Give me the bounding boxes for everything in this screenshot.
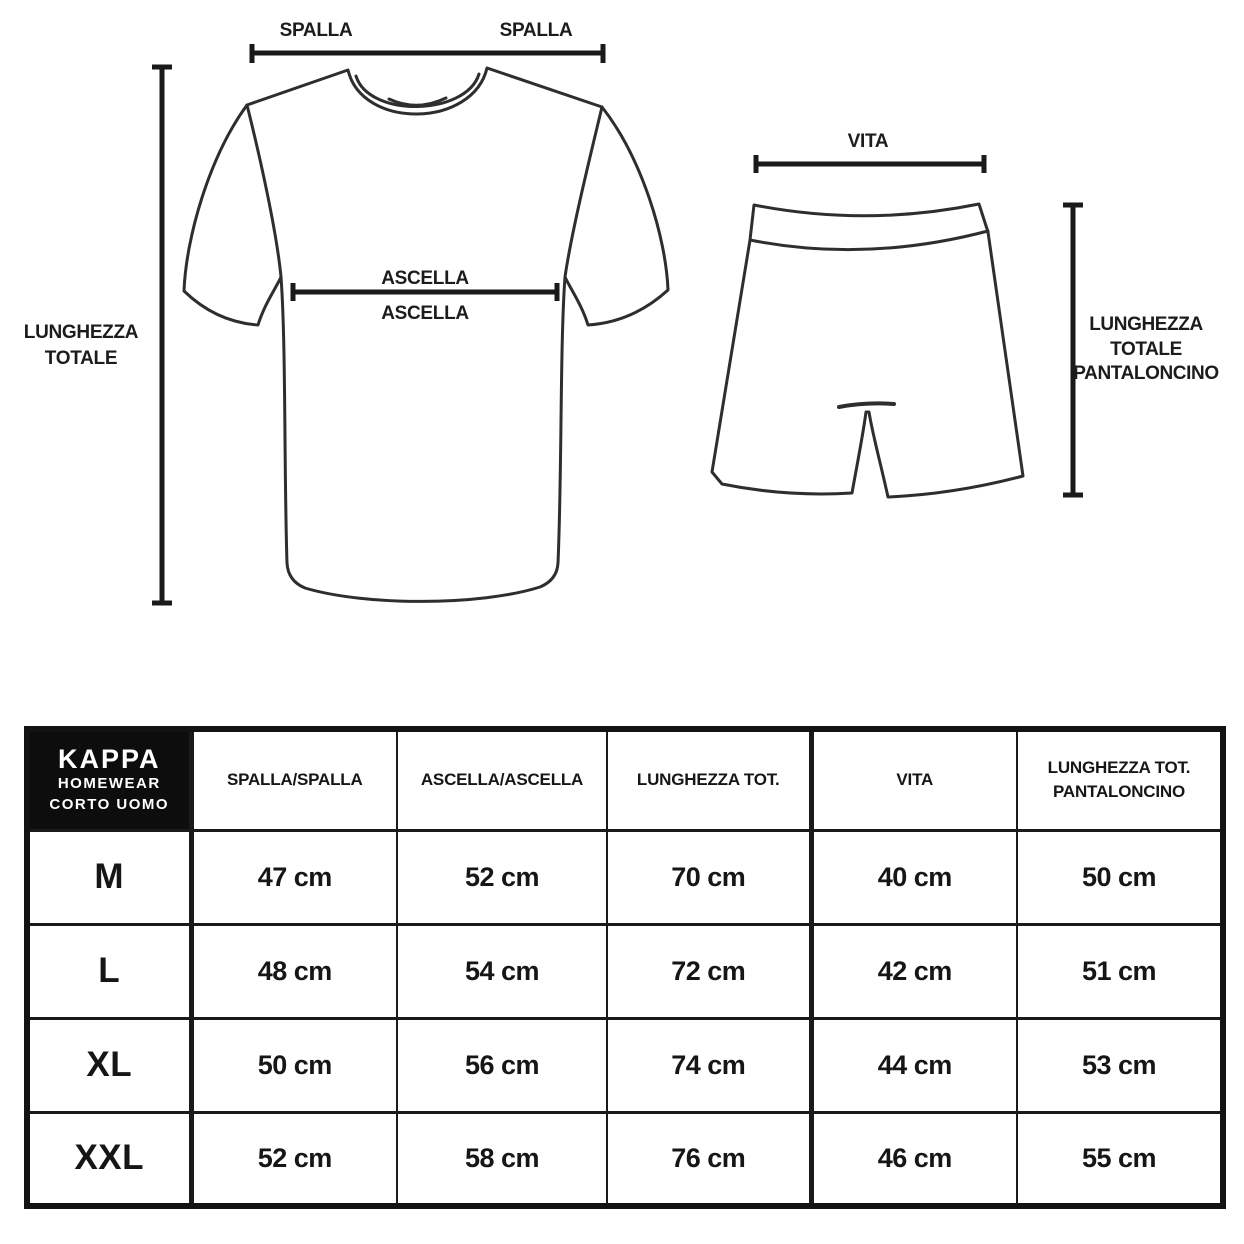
lunghezza-pantaloncino-measure-line	[1063, 202, 1083, 498]
value-cell: 50 cm	[190, 1016, 398, 1114]
brand-line-homewear: HOMEWEAR	[57, 775, 161, 793]
value-cell: 52 cm	[190, 1110, 398, 1208]
ascella-measure-line	[290, 283, 560, 301]
column-header-spalla: SPALLA/SPALLA	[190, 727, 398, 832]
spalla-right-label: SPALLA	[500, 20, 573, 41]
shorts-length-label-line2: TOTALE	[1110, 339, 1182, 360]
column-header-ascella: ASCELLA/ASCELLA	[396, 727, 608, 832]
value-cell: 74 cm	[606, 1016, 814, 1114]
shorts-length-label-line3: PANTALONCINO	[1073, 363, 1218, 384]
measurement-lines	[152, 44, 1083, 606]
vita-measure-line	[753, 155, 987, 173]
measurement-diagram: SPALLA SPALLA ASCELLA ASCELLA LUNGHEZZA …	[24, 20, 1219, 606]
brand-line-corto-uomo: CORTO UOMO	[49, 796, 170, 814]
tshirt-drawing	[182, 66, 670, 603]
column-header-vita: VITA	[810, 727, 1018, 832]
tshirt-right-armhole-seam	[563, 105, 604, 279]
shorts-crotch-seam	[837, 401, 896, 409]
value-cell: 51 cm	[1016, 922, 1224, 1020]
value-cell: 56 cm	[396, 1016, 608, 1114]
tshirt-collar-back	[387, 96, 448, 107]
value-cell: 55 cm	[1016, 1110, 1224, 1208]
value-cell: 76 cm	[606, 1110, 814, 1208]
column-header-lunghezza-tot: LUNGHEZZA TOT.	[606, 727, 814, 832]
tshirt-outline	[182, 66, 670, 603]
brand-name: KAPPA	[57, 744, 161, 775]
value-cell: 54 cm	[396, 922, 608, 1020]
table-row-m: M 47 cm 52 cm 70 cm 40 cm 50 cm	[26, 828, 1224, 926]
value-cell: 44 cm	[810, 1016, 1018, 1114]
value-cell: 58 cm	[396, 1110, 608, 1208]
table-row-xl: XL 50 cm 56 cm 74 cm 44 cm 53 cm	[26, 1016, 1224, 1114]
shorts-length-label-line1: LUNGHEZZA	[1089, 314, 1203, 335]
tshirt-length-label-line1: LUNGHEZZA	[24, 322, 139, 343]
ascella-bottom-label: ASCELLA	[381, 303, 469, 324]
table-header-row: KAPPA HOMEWEAR CORTO UOMO SPALLA/SPALLA …	[26, 727, 1224, 832]
size-label: XXL	[26, 1110, 194, 1208]
brand-cell: KAPPA HOMEWEAR CORTO UOMO	[26, 727, 194, 832]
value-cell: 50 cm	[1016, 828, 1224, 926]
vita-label: VITA	[848, 131, 889, 152]
spalla-left-label: SPALLA	[280, 20, 353, 41]
value-cell: 40 cm	[810, 828, 1018, 926]
size-table: KAPPA HOMEWEAR CORTO UOMO SPALLA/SPALLA …	[24, 726, 1226, 1209]
column-header-lunghezza-pantaloncino: LUNGHEZZA TOT. PANTALONCINO	[1016, 727, 1224, 832]
value-cell: 53 cm	[1016, 1016, 1224, 1114]
tshirt-left-armhole-seam	[245, 103, 283, 279]
value-cell: 42 cm	[810, 922, 1018, 1020]
value-cell: 47 cm	[190, 828, 398, 926]
value-cell: 70 cm	[606, 828, 814, 926]
size-label: XL	[26, 1016, 194, 1114]
table-row-xxl: XXL 52 cm 58 cm 76 cm 46 cm 55 cm	[26, 1110, 1224, 1208]
value-cell: 48 cm	[190, 922, 398, 1020]
value-cell: 52 cm	[396, 828, 608, 926]
spalla-measure-line	[249, 44, 606, 63]
size-label: M	[26, 828, 194, 926]
value-cell: 72 cm	[606, 922, 814, 1020]
ascella-top-label: ASCELLA	[381, 268, 469, 289]
tshirt-length-label-line2: TOTALE	[45, 348, 117, 369]
value-cell: 46 cm	[810, 1110, 1018, 1208]
table-row-l: L 48 cm 54 cm 72 cm 42 cm 51 cm	[26, 922, 1224, 1020]
size-label: L	[26, 922, 194, 1020]
shorts-outline	[710, 202, 1025, 499]
lunghezza-totale-measure-line	[152, 64, 172, 606]
shorts-waistband-line	[748, 229, 990, 252]
shorts-drawing	[710, 202, 1025, 499]
